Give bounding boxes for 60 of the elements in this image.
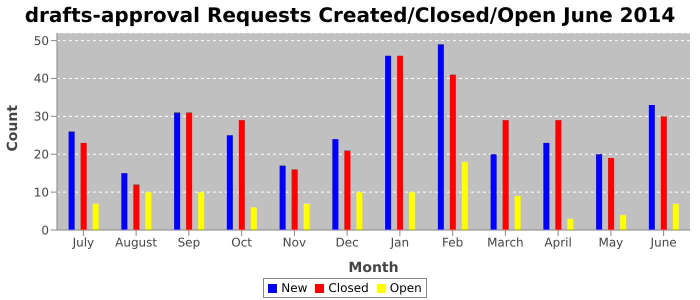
bar	[121, 173, 128, 230]
bar	[490, 154, 497, 230]
x-tick-label: Sep	[178, 236, 200, 250]
chart-title: drafts-approval Requests Created/Closed/Open June 2014	[24, 2, 676, 29]
bar	[555, 120, 562, 230]
x-tick-label: Jan	[390, 236, 410, 250]
y-tick-label: 20	[34, 147, 49, 162]
bar	[174, 112, 180, 230]
y-tick-label: 40	[34, 72, 49, 86]
x-axis-title: Month	[348, 260, 399, 276]
x-tick-label: Feb	[442, 236, 464, 250]
legend-label: Open	[388, 281, 422, 295]
bar	[567, 218, 574, 230]
bar	[514, 196, 521, 230]
x-tick-label: March	[487, 236, 524, 250]
bar	[133, 184, 140, 230]
bar	[92, 203, 99, 230]
y-tick-label: 10	[34, 185, 49, 200]
bar	[238, 120, 245, 230]
bar	[80, 142, 87, 230]
bar	[292, 169, 298, 230]
bar	[186, 112, 192, 230]
bar	[672, 203, 679, 230]
bar	[344, 150, 350, 230]
bar	[280, 166, 286, 230]
legend-label: Closed	[327, 281, 369, 295]
bar	[385, 56, 392, 230]
x-tick-label: Nov	[282, 236, 306, 250]
bar	[648, 104, 655, 230]
y-tick-label: 50	[34, 34, 49, 48]
bar	[356, 192, 362, 230]
bar	[409, 192, 416, 230]
bar	[608, 158, 614, 230]
y-tick-label: 0	[41, 223, 49, 238]
legend-label: New	[280, 281, 308, 295]
bar	[502, 120, 509, 230]
bar	[462, 162, 468, 230]
bar	[450, 74, 456, 230]
x-tick-label: August	[115, 236, 158, 250]
bar	[304, 203, 310, 230]
bar	[438, 44, 444, 230]
bar	[543, 142, 550, 230]
bar	[145, 192, 152, 230]
x-tick-label: May	[598, 236, 624, 250]
bar	[68, 132, 75, 230]
y-tick-label: 30	[34, 110, 49, 124]
bar	[596, 154, 602, 230]
bar	[660, 116, 667, 230]
bar	[198, 192, 204, 230]
bar	[397, 56, 404, 230]
bar	[250, 207, 257, 230]
x-tick-label: April	[544, 236, 572, 250]
bar	[332, 139, 338, 230]
x-tick-label: Oct	[231, 236, 252, 250]
bar	[620, 214, 626, 230]
bar	[226, 135, 233, 230]
x-tick-label: Dec	[336, 236, 359, 250]
x-tick-label: June	[650, 236, 677, 250]
y-axis-title: Count	[4, 104, 21, 152]
x-tick-label: July	[72, 236, 94, 250]
